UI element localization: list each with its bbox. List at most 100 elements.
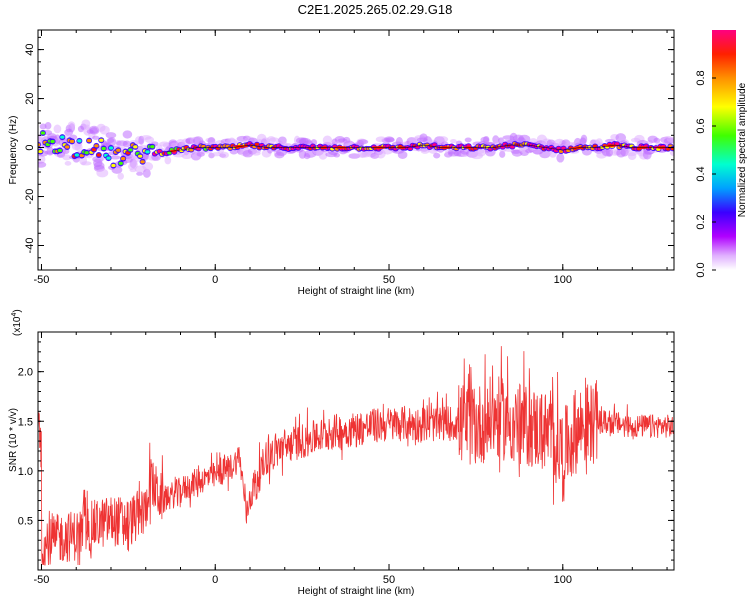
spectrogram-halo-blob xyxy=(219,151,229,159)
spectrogram-halo-blob xyxy=(437,136,449,143)
spectrogram-core-blob xyxy=(77,139,82,143)
spectrogram-halo-blob xyxy=(627,152,637,161)
spectrogram-halo-blob xyxy=(38,161,47,168)
spectrogram-halo-blob xyxy=(385,137,395,143)
spectrogram-y-tick-label: 40 xyxy=(24,43,36,55)
spectrogram-heatmap xyxy=(38,119,674,180)
spectrogram-core-blob xyxy=(189,148,194,152)
spectrogram-y-tick-label: 20 xyxy=(24,92,36,104)
spectrogram-core-blob xyxy=(96,153,102,157)
spectrogram-halo-blob xyxy=(666,136,674,143)
spectrogram-core-blob xyxy=(99,138,104,142)
snr-y-tick-label: 2.0 xyxy=(18,367,33,379)
colorbar-label: Normalized spectral amplitude xyxy=(737,82,748,217)
spectrogram-halo-blob xyxy=(105,132,117,139)
spectrogram-core-blob xyxy=(57,148,63,153)
spectrogram-trace-line xyxy=(166,144,674,153)
snr-y-tick-label: 0.5 xyxy=(18,515,33,527)
spectrogram-halo-blob xyxy=(96,168,109,178)
spectrogram-core-blob xyxy=(101,146,106,151)
spectrogram-core-blob xyxy=(91,147,97,152)
snr-panel: -50 0 50 100 0.5 1.0 1.5 2.0 Height of straight… xyxy=(8,309,675,597)
spectrogram-halo-blob xyxy=(44,121,52,130)
spectrogram-halo-blob xyxy=(518,134,531,144)
spectrogram-halo-blob xyxy=(556,153,565,163)
spectrogram-core-blob xyxy=(84,151,89,155)
spectrogram-core-blob xyxy=(120,157,126,161)
spectrogram-halo-blob xyxy=(64,160,72,166)
spectrogram-halo-blob xyxy=(117,172,124,180)
spectrogram-core-blob xyxy=(86,138,92,143)
snr-ticks: -50 0 50 100 0.5 1.0 1.5 2.0 xyxy=(18,331,674,586)
snr-y-label: SNR (10 * v/v) xyxy=(8,408,19,472)
spectrogram-halo-blob xyxy=(89,125,100,134)
snr-y-tick-label: 1.5 xyxy=(18,416,33,428)
spectrogram-halo-blob xyxy=(397,150,408,159)
colorbar-tick-label: 0.2 xyxy=(695,214,707,229)
spectrogram-x-tick-label: 50 xyxy=(383,274,395,286)
spectrogram-core-blob xyxy=(118,161,123,165)
spectrogram-halo-blob xyxy=(142,168,151,178)
spectrogram-halo-blob xyxy=(266,136,276,144)
spectrogram-halo-blob xyxy=(99,125,110,135)
snr-x-tick-label: 0 xyxy=(212,574,218,586)
spectrogram-y-tick-label: -40 xyxy=(24,238,36,254)
spectrogram-x-label: Height of straight line (km) xyxy=(298,286,415,297)
spectrogram-halo-blob xyxy=(122,130,133,139)
spectrogram-core-blob xyxy=(64,145,70,149)
colorbar-ticks: 0.0 0.2 0.4 0.6 0.8 xyxy=(695,70,716,278)
spectrogram-core-blob xyxy=(133,145,138,149)
spectrogram-core-blob xyxy=(254,142,260,146)
spectrogram-halo-blob xyxy=(580,134,588,144)
spectrogram-halo-blob xyxy=(464,137,472,143)
colorbar-tick-label: 0.4 xyxy=(695,166,707,181)
spectrogram-y-label: Frequency (Hz) xyxy=(8,116,19,185)
spectrogram-core-blob xyxy=(50,139,55,144)
spectrogram-core-blob xyxy=(60,135,65,139)
spectrogram-halo-blob xyxy=(67,121,76,129)
spectrogram-core-blob xyxy=(510,145,515,149)
spectrogram-core-blob xyxy=(111,163,116,168)
spectrogram-core-blob xyxy=(38,149,43,154)
spectrogram-halo-blob xyxy=(318,150,328,160)
spectrogram-halo-blob xyxy=(333,152,341,158)
spectrogram-halo-blob xyxy=(181,153,193,160)
colorbar-tick-label: 0.0 xyxy=(695,262,707,277)
spectrogram-core-blob xyxy=(74,153,80,157)
spectrogram-core-blob xyxy=(116,148,121,152)
spectrogram-core-blob xyxy=(38,143,41,147)
spectrogram-ticks: -50 0 50 100 -40 -20 0 20 40 xyxy=(24,30,674,286)
spectrogram-x-tick-label: -50 xyxy=(34,274,50,286)
spectrogram-halo-blob xyxy=(144,136,155,143)
spectrogram-frame xyxy=(37,29,675,271)
spectrogram-core-blob xyxy=(137,154,143,158)
snr-multiplier: (x104) xyxy=(11,309,23,336)
spectrogram-core-blob xyxy=(108,146,114,150)
spectrogram-panel: -50 0 50 100 -40 -20 0 20 40 Height of straight … xyxy=(8,29,675,297)
spectrogram-halo-blob xyxy=(122,140,131,148)
spectrogram-halo-blob xyxy=(107,137,117,147)
spectrogram-halo-blob xyxy=(109,155,121,160)
colorbar-tick-label: 0.6 xyxy=(695,118,707,133)
snr-x-tick-label: 100 xyxy=(554,574,572,586)
spectrogram-x-tick-label: 0 xyxy=(212,274,218,286)
spectrogram-core-blob xyxy=(408,146,413,151)
snr-y-tick-label: 1.0 xyxy=(18,466,33,478)
snr-line xyxy=(38,346,674,566)
spectrogram-core-blob xyxy=(128,148,133,152)
spectrogram-x-tick-label: 100 xyxy=(554,274,572,286)
snr-x-label: Height of straight line (km) xyxy=(298,586,415,597)
spectrogram-halo-blob xyxy=(433,152,441,159)
spectrogram-halo-blob xyxy=(669,149,674,157)
colorbar-tick-label: 0.8 xyxy=(695,70,707,85)
spectrogram-halo-blob xyxy=(92,135,100,140)
colorbar-gradient xyxy=(712,30,736,270)
colorbar: 0.0 0.2 0.4 0.6 0.8 Normalized spectral ampl… xyxy=(695,30,748,278)
spectrogram-core-blob xyxy=(150,145,155,149)
spectrogram-core-blob xyxy=(94,144,99,148)
spectrogram-y-tick-label: 0 xyxy=(24,144,36,150)
snr-series xyxy=(38,346,674,566)
spectrogram-core-blob xyxy=(140,160,145,164)
spectrogram-halo-blob xyxy=(348,153,361,159)
